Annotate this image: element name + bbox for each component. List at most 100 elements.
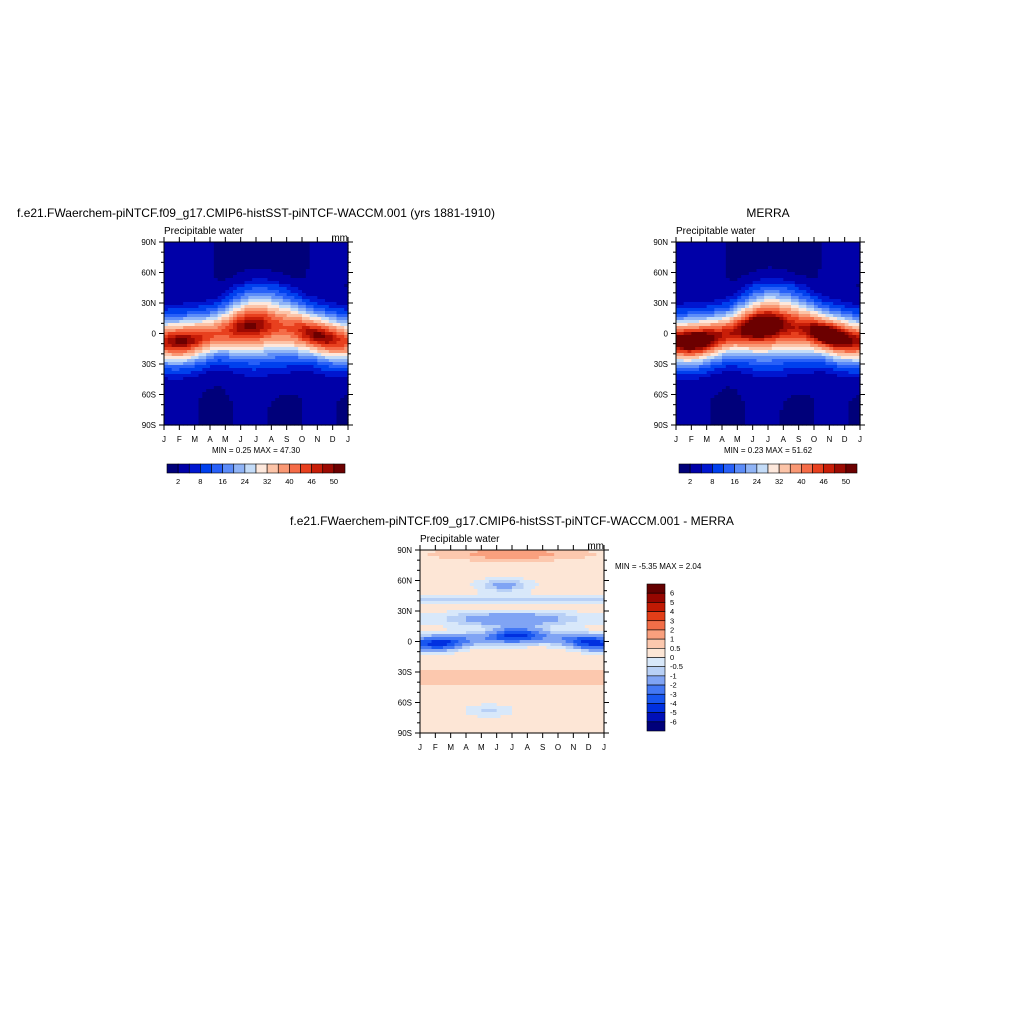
field-cell [825, 347, 830, 351]
field-cell [325, 311, 330, 315]
field-cell [213, 305, 219, 309]
field-cell [340, 254, 345, 258]
field-cell [271, 347, 276, 351]
field-cell [733, 311, 738, 315]
field-cell [187, 254, 192, 258]
field-cell [286, 350, 292, 354]
field-cell [768, 278, 773, 282]
field-cell [229, 287, 234, 291]
field-cell [298, 362, 303, 366]
field-cell [806, 344, 811, 348]
field-cell [683, 353, 689, 357]
field-cell [794, 335, 800, 339]
field-cell [321, 374, 326, 378]
field-cell [706, 272, 712, 276]
field-cell [167, 413, 173, 417]
field-cell [221, 395, 226, 399]
field-cell [702, 317, 708, 321]
field-cell [787, 251, 792, 255]
field-cell [164, 290, 169, 294]
field-cell [244, 353, 249, 357]
field-cell [282, 419, 288, 423]
field-cell [328, 362, 334, 366]
field-cell [336, 341, 341, 345]
field-cell [817, 293, 823, 297]
field-cell [332, 419, 338, 423]
field-cell [206, 362, 211, 366]
field-cell [194, 401, 200, 405]
field-cell [294, 374, 299, 378]
field-cell [852, 311, 857, 315]
field-cell [206, 296, 211, 300]
field-cell [833, 245, 838, 249]
field-cell [729, 281, 735, 285]
field-cell [798, 269, 804, 273]
field-cell [167, 257, 173, 261]
field-cell [190, 407, 196, 411]
field-cell [844, 338, 850, 342]
field-cell [783, 332, 788, 336]
field-cell [313, 275, 318, 279]
field-cell [752, 329, 758, 333]
field-cell [336, 353, 341, 357]
field-cell [848, 359, 853, 363]
field-cell [775, 353, 781, 357]
field-cell [190, 335, 196, 339]
colorbar-box [222, 463, 235, 474]
field-cell [848, 251, 853, 255]
field-cell [164, 338, 169, 342]
field-cell [328, 386, 334, 390]
field-cell [213, 272, 219, 276]
field-cell [687, 296, 692, 300]
field-cell [683, 338, 689, 342]
field-cell [290, 308, 295, 312]
field-cell [791, 344, 796, 348]
field-cell [729, 257, 735, 261]
field-cell [221, 341, 226, 345]
field-cell [244, 278, 249, 282]
field-cell [267, 299, 272, 303]
field-cell [298, 245, 303, 249]
field-cell [263, 338, 269, 342]
field-cell [687, 254, 692, 258]
field-cell [848, 284, 853, 288]
field-cell [236, 329, 242, 333]
field-cell [798, 353, 804, 357]
field-cell [171, 248, 177, 252]
field-cell [263, 305, 269, 309]
field-cell [248, 368, 253, 372]
field-cell [210, 254, 215, 258]
field-cell [332, 317, 338, 321]
field-cell [706, 299, 712, 303]
field-cell [194, 413, 200, 417]
field-cell [856, 329, 861, 333]
field-cell [256, 341, 261, 345]
field-cell [733, 269, 738, 273]
field-cell [710, 353, 715, 357]
field-cell [852, 299, 857, 303]
field-cell [294, 260, 299, 264]
field-cell [737, 284, 742, 288]
field-cell [340, 320, 345, 324]
field-cell [760, 332, 765, 336]
field-cell [225, 254, 230, 258]
field-cell [336, 416, 341, 420]
field-cell [733, 326, 738, 330]
field-cell [837, 323, 842, 327]
field-cell [225, 416, 230, 420]
field-cell [764, 293, 769, 297]
field-cell [825, 305, 830, 309]
field-cell [676, 332, 681, 336]
field-cell [244, 347, 249, 351]
field-cell [737, 359, 742, 363]
field-cell [325, 347, 330, 351]
x-tick-label: F [177, 435, 182, 444]
field-cell [294, 341, 299, 345]
colorbar-box [255, 463, 268, 474]
field-cell [259, 341, 265, 345]
field-cell [783, 308, 788, 312]
field-cell [779, 245, 784, 249]
field-cell [179, 293, 184, 297]
field-cell [798, 311, 804, 315]
field-cell [275, 350, 280, 354]
